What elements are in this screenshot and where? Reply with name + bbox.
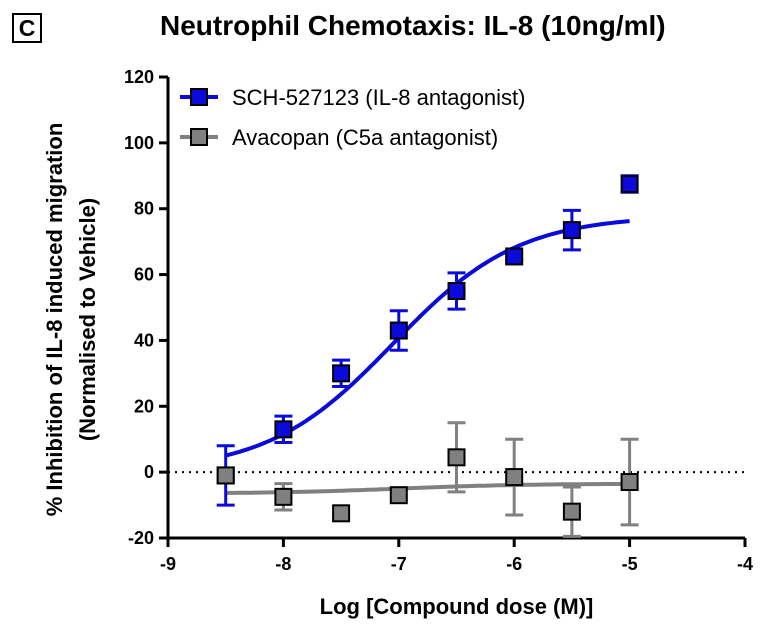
fit-curves: [225, 219, 630, 495]
data-point-series-1: [447, 282, 466, 301]
x-tick-label: -6: [506, 554, 522, 574]
y-tick-label: 20: [134, 396, 154, 416]
y-tick-label: 80: [134, 199, 154, 219]
legend: SCH-527123 (IL-8 antagonist) Avacopan (C5…: [180, 85, 526, 150]
axes: -20 0 20 40 60 80 100 120 -9 -8 -7 -6 -5 -4: [124, 67, 753, 574]
x-axis-label: Log [Compound dose (M)]: [320, 594, 594, 619]
legend-marker: [190, 88, 208, 106]
y-axis-label-line2: (Normalised to Vehicle): [75, 198, 100, 441]
data-point-series-2: [216, 466, 235, 485]
data-points: [216, 175, 639, 523]
x-tick-label: -4: [737, 554, 753, 574]
panel-label: C: [12, 13, 42, 43]
y-tick-label: 120: [124, 67, 154, 87]
x-tick-label: -7: [391, 554, 407, 574]
data-point-series-2: [274, 487, 293, 506]
data-point-series-2: [332, 504, 351, 523]
data-point-series-2: [562, 502, 581, 521]
data-point-series-2: [389, 486, 408, 505]
fit-curve-2: [225, 481, 630, 495]
data-point-series-1: [505, 247, 524, 266]
y-tick-label: -20: [128, 528, 154, 548]
x-tick-label: -8: [275, 554, 291, 574]
legend-marker: [190, 128, 208, 146]
legend-label: Avacopan (C5a antagonist): [232, 125, 498, 150]
data-point-series-1: [620, 175, 639, 194]
legend-label: SCH-527123 (IL-8 antagonist): [232, 85, 526, 110]
data-point-series-2: [620, 473, 639, 492]
chart-title: Neutrophil Chemotaxis: IL-8 (10ng/ml): [160, 10, 666, 41]
x-tick-label: -5: [622, 554, 638, 574]
data-point-series-2: [505, 468, 524, 487]
y-tick-label: 60: [134, 265, 154, 285]
fit-curve-1: [225, 219, 630, 458]
y-tick-label: 100: [124, 133, 154, 153]
y-tick-label: 0: [144, 462, 154, 482]
y-axis-label-line1: % Inhibition of IL-8 induced migration: [42, 123, 67, 517]
data-point-series-1: [274, 420, 293, 439]
data-point-series-2: [447, 448, 466, 467]
y-tick-label: 40: [134, 330, 154, 350]
data-point-series-1: [389, 321, 408, 340]
x-tick-label: -9: [160, 554, 176, 574]
data-point-series-1: [562, 221, 581, 240]
data-point-series-1: [332, 364, 351, 383]
